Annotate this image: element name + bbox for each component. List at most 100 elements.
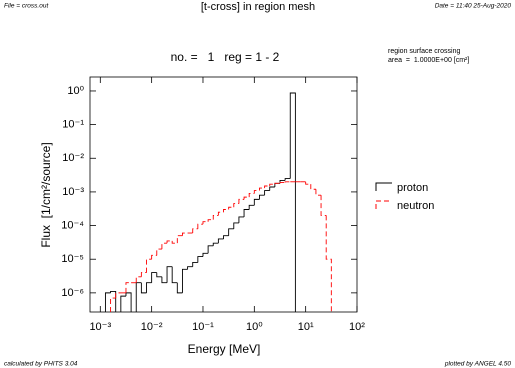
y-tick-label: 10⁰ <box>67 85 84 97</box>
histogram-step <box>264 190 270 196</box>
x-tick-label: 10⁰ <box>246 321 263 333</box>
histogram-step <box>274 182 280 185</box>
histogram-step <box>120 295 126 312</box>
footer-left: calculated by PHITS 3.04 <box>4 361 78 368</box>
annotation: area = 1.0000E+00 [cm²] <box>388 57 469 64</box>
subtitle: no. = 1 reg = 1 - 2 <box>171 50 280 64</box>
histogram-step <box>151 272 157 283</box>
histogram-step <box>284 178 291 181</box>
histogram-step <box>187 266 193 270</box>
chart-title: [t-cross] in region mesh <box>201 1 315 13</box>
histogram-step <box>192 228 198 234</box>
histogram-step <box>207 219 214 222</box>
histogram-step <box>151 254 157 260</box>
histogram-step <box>248 193 255 198</box>
histogram-step <box>166 240 173 244</box>
histogram-step <box>140 272 147 277</box>
y-tick-label: 10⁻⁴ <box>61 219 84 231</box>
histogram-step <box>228 206 234 210</box>
histogram-step <box>171 240 178 244</box>
y-tick-label: 10⁻⁵ <box>61 253 84 265</box>
histogram-step <box>202 252 209 257</box>
histogram-step <box>310 184 316 190</box>
legend-swatch <box>375 182 392 191</box>
y-tick-label: 10⁻⁶ <box>61 287 84 299</box>
histogram-step <box>259 194 265 200</box>
y-tick-label: 10⁻¹ <box>62 119 84 131</box>
y-tick-label: 10⁻³ <box>62 186 84 198</box>
histogram-step <box>207 245 214 254</box>
histogram-step <box>135 282 142 312</box>
histogram-step <box>166 266 173 283</box>
annotation: region surface crossing <box>388 48 460 55</box>
histogram-step <box>217 238 224 244</box>
x-tick-label: 10¹ <box>298 321 314 333</box>
x-tick-label: 10⁻³ <box>89 321 111 333</box>
histogram-step <box>320 195 327 216</box>
histogram-step <box>135 276 142 283</box>
histogram-step <box>161 276 168 284</box>
histogram-step <box>233 203 239 208</box>
histogram-step <box>259 187 265 191</box>
histogram-step <box>176 235 183 244</box>
histogram-step <box>253 190 260 194</box>
histogram-step <box>197 256 203 263</box>
date-label: Date = 11:40 25-Aug-2020 <box>435 3 512 10</box>
histogram-step <box>212 242 219 246</box>
file-label: File = cross.out <box>4 3 49 10</box>
histogram-step <box>110 297 116 312</box>
plot-frame <box>89 76 358 313</box>
histogram-step <box>181 268 188 293</box>
histogram-step <box>243 196 250 200</box>
x-axis-label: Energy [MeV] <box>188 342 261 356</box>
legend-label: neutron <box>397 200 434 212</box>
x-tick-label: 10² <box>349 321 365 333</box>
histogram-step <box>223 209 229 213</box>
histogram-step <box>110 291 117 312</box>
x-tick-label: 10⁻² <box>141 321 163 333</box>
histogram-step <box>233 222 239 229</box>
histogram-step <box>269 183 275 186</box>
histogram-step <box>279 182 286 184</box>
histogram-step <box>125 292 132 312</box>
histogram-step <box>125 282 132 293</box>
histogram-step <box>284 181 291 183</box>
histogram-step <box>192 262 198 267</box>
x-tick-label: 10⁻¹ <box>192 321 214 333</box>
histogram-step <box>171 266 178 284</box>
histogram-step <box>197 223 203 229</box>
histogram-step <box>269 186 275 191</box>
histogram-step <box>202 221 209 225</box>
histogram-step <box>161 242 168 250</box>
histogram-step <box>212 214 219 220</box>
histogram-step <box>156 248 162 256</box>
histogram-step <box>104 292 111 312</box>
histogram-step <box>217 211 224 216</box>
footer-right: plotted by ANGEL 4.50 <box>444 361 512 368</box>
histogram-step <box>146 258 152 273</box>
histogram-step <box>305 181 311 185</box>
y-axis-label: Flux [1/cm²/source] <box>39 142 53 247</box>
legend-swatch <box>375 200 392 209</box>
histogram-step <box>223 235 229 239</box>
histogram-step <box>181 232 188 236</box>
y-tick-label: 10⁻² <box>62 152 84 164</box>
histogram-step <box>243 209 250 217</box>
histogram-step <box>176 282 183 294</box>
histogram-step <box>264 185 270 189</box>
histogram-step <box>228 228 234 236</box>
histogram-step <box>146 282 152 293</box>
histogram-step <box>325 215 332 312</box>
histogram-step <box>156 272 162 278</box>
histogram-step <box>315 189 322 196</box>
histogram-step <box>289 92 296 312</box>
histogram-step <box>248 204 255 210</box>
histogram-step <box>140 282 147 294</box>
histogram-step <box>238 216 245 223</box>
histogram-step <box>238 198 245 204</box>
legend-label: proton <box>397 182 428 194</box>
histogram-step <box>253 198 260 206</box>
histogram-step <box>115 292 121 299</box>
